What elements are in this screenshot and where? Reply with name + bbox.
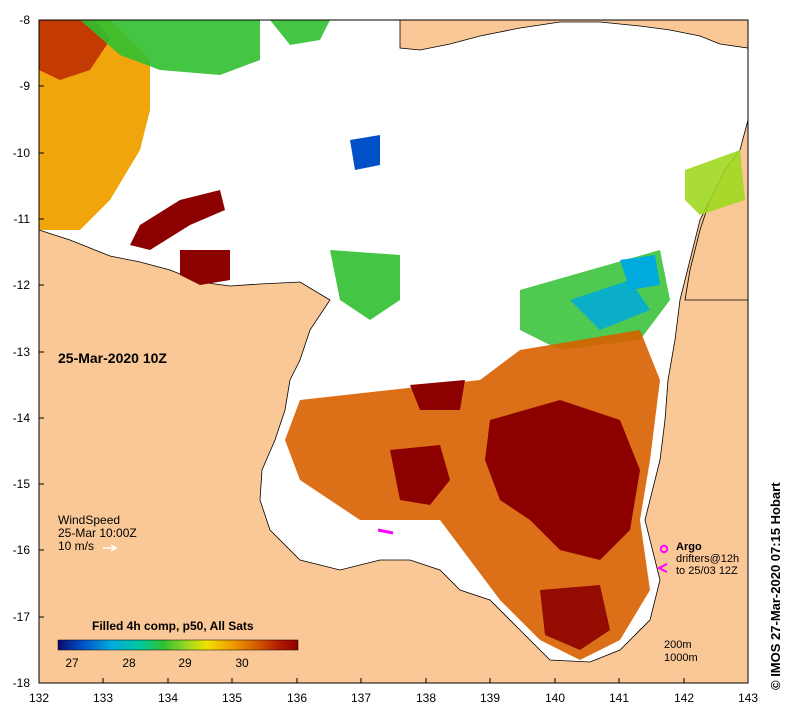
sst-hot-west	[39, 20, 110, 80]
wind-scale-arrow	[103, 544, 118, 552]
drifters-line-1: drifters@12h	[676, 553, 740, 565]
legend-title: Filled 4h comp, p50, All Sats	[92, 619, 254, 633]
sst-red-gulf-south	[540, 585, 610, 650]
sst-blue-spot	[350, 135, 380, 170]
legend-tick-label: 27	[65, 656, 79, 670]
sst-cape-york-blue	[620, 255, 660, 290]
sst-green-mid	[330, 250, 400, 320]
x-tick-label: 138	[416, 691, 436, 705]
color-legend: 27 28 29 30	[57, 639, 299, 670]
wind-scale: 10 m/s	[58, 539, 95, 553]
y-tick-label: -16	[13, 543, 31, 557]
sst-cyan-east	[570, 280, 650, 330]
land-new-guinea	[399, 19, 749, 51]
y-tick-label: -11	[14, 212, 31, 226]
sst-red-patch-2	[180, 250, 230, 285]
land-northern-territory	[38, 149, 749, 684]
depth-200m: 200m	[664, 639, 692, 651]
y-tick-label: -10	[13, 146, 31, 160]
y-tick-label: -13	[13, 345, 31, 359]
x-tick-label: 135	[222, 691, 242, 705]
wind-title: WindSpeed	[58, 513, 121, 527]
x-tick-label: 136	[287, 691, 307, 705]
drifter-path	[377, 528, 394, 535]
sst-green-top2	[270, 20, 330, 45]
y-tick-label: -9	[19, 79, 30, 93]
legend-tick-label: 30	[235, 656, 249, 670]
y-tick-label: -17	[13, 610, 31, 624]
x-tick-label: 143	[738, 691, 758, 705]
x-tick-label: 139	[480, 691, 500, 705]
sst-red-patch-1	[130, 190, 225, 250]
legend-gradient-bar	[57, 639, 299, 651]
argo-marker-icon	[659, 544, 669, 554]
y-tick-label: -18	[13, 676, 31, 690]
drifters-line-2: to 25/03 12Z	[676, 565, 738, 577]
wind-time: 25-Mar 10:00Z	[58, 526, 137, 540]
depth-1000m: 1000m	[664, 652, 698, 664]
sst-green-top	[80, 20, 260, 75]
sst-patches	[39, 20, 745, 660]
depth-contour-legend: 200m 1000m	[664, 639, 698, 665]
sst-red-gulf-north	[410, 380, 465, 410]
argo-drifter-track	[377, 528, 394, 535]
legend-tick-label: 29	[178, 656, 192, 670]
sst-cape-york-spots	[685, 150, 745, 215]
wind-info: WindSpeed 25-Mar 10:00Z 10 m/s	[58, 514, 137, 553]
argo-legend: Argo drifters@12h to 25/03 12Z	[661, 541, 739, 577]
x-tick-label: 140	[545, 691, 565, 705]
sst-red-gulf-west	[390, 445, 450, 505]
x-tick-label: 141	[609, 691, 629, 705]
credit-text: © IMOS 27-Mar-2020 07:15 Hobart	[768, 482, 783, 690]
x-tick-label: 133	[93, 691, 113, 705]
argo-label: Argo	[676, 541, 702, 553]
y-tick-label: -15	[13, 477, 31, 491]
y-tick-label: -12	[13, 278, 31, 292]
x-tick-label: 134	[158, 691, 178, 705]
sst-red-gulf-center	[485, 400, 640, 560]
x-axis: 132 133 134 135 136 137 138 139 140 141 …	[29, 678, 758, 705]
drifter-chevron-icon	[656, 563, 668, 573]
y-tick-label: -8	[19, 13, 30, 27]
x-tick-label: 137	[351, 691, 371, 705]
y-tick-label: -14	[13, 411, 31, 425]
date-label: 25-Mar-2020 10Z	[58, 350, 167, 366]
x-tick-label: 142	[674, 691, 694, 705]
legend-tick-label: 28	[122, 656, 136, 670]
y-axis: -8 -9 -10 -11 -12 -13 -14 -15 -16 -17 -1…	[13, 13, 44, 690]
x-tick-label: 132	[29, 691, 49, 705]
